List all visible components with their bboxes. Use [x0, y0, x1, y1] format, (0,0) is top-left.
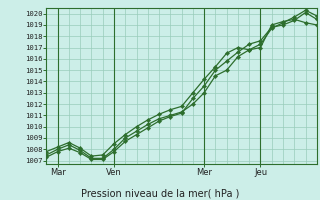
Text: Pression niveau de la mer( hPa ): Pression niveau de la mer( hPa ) — [81, 188, 239, 198]
